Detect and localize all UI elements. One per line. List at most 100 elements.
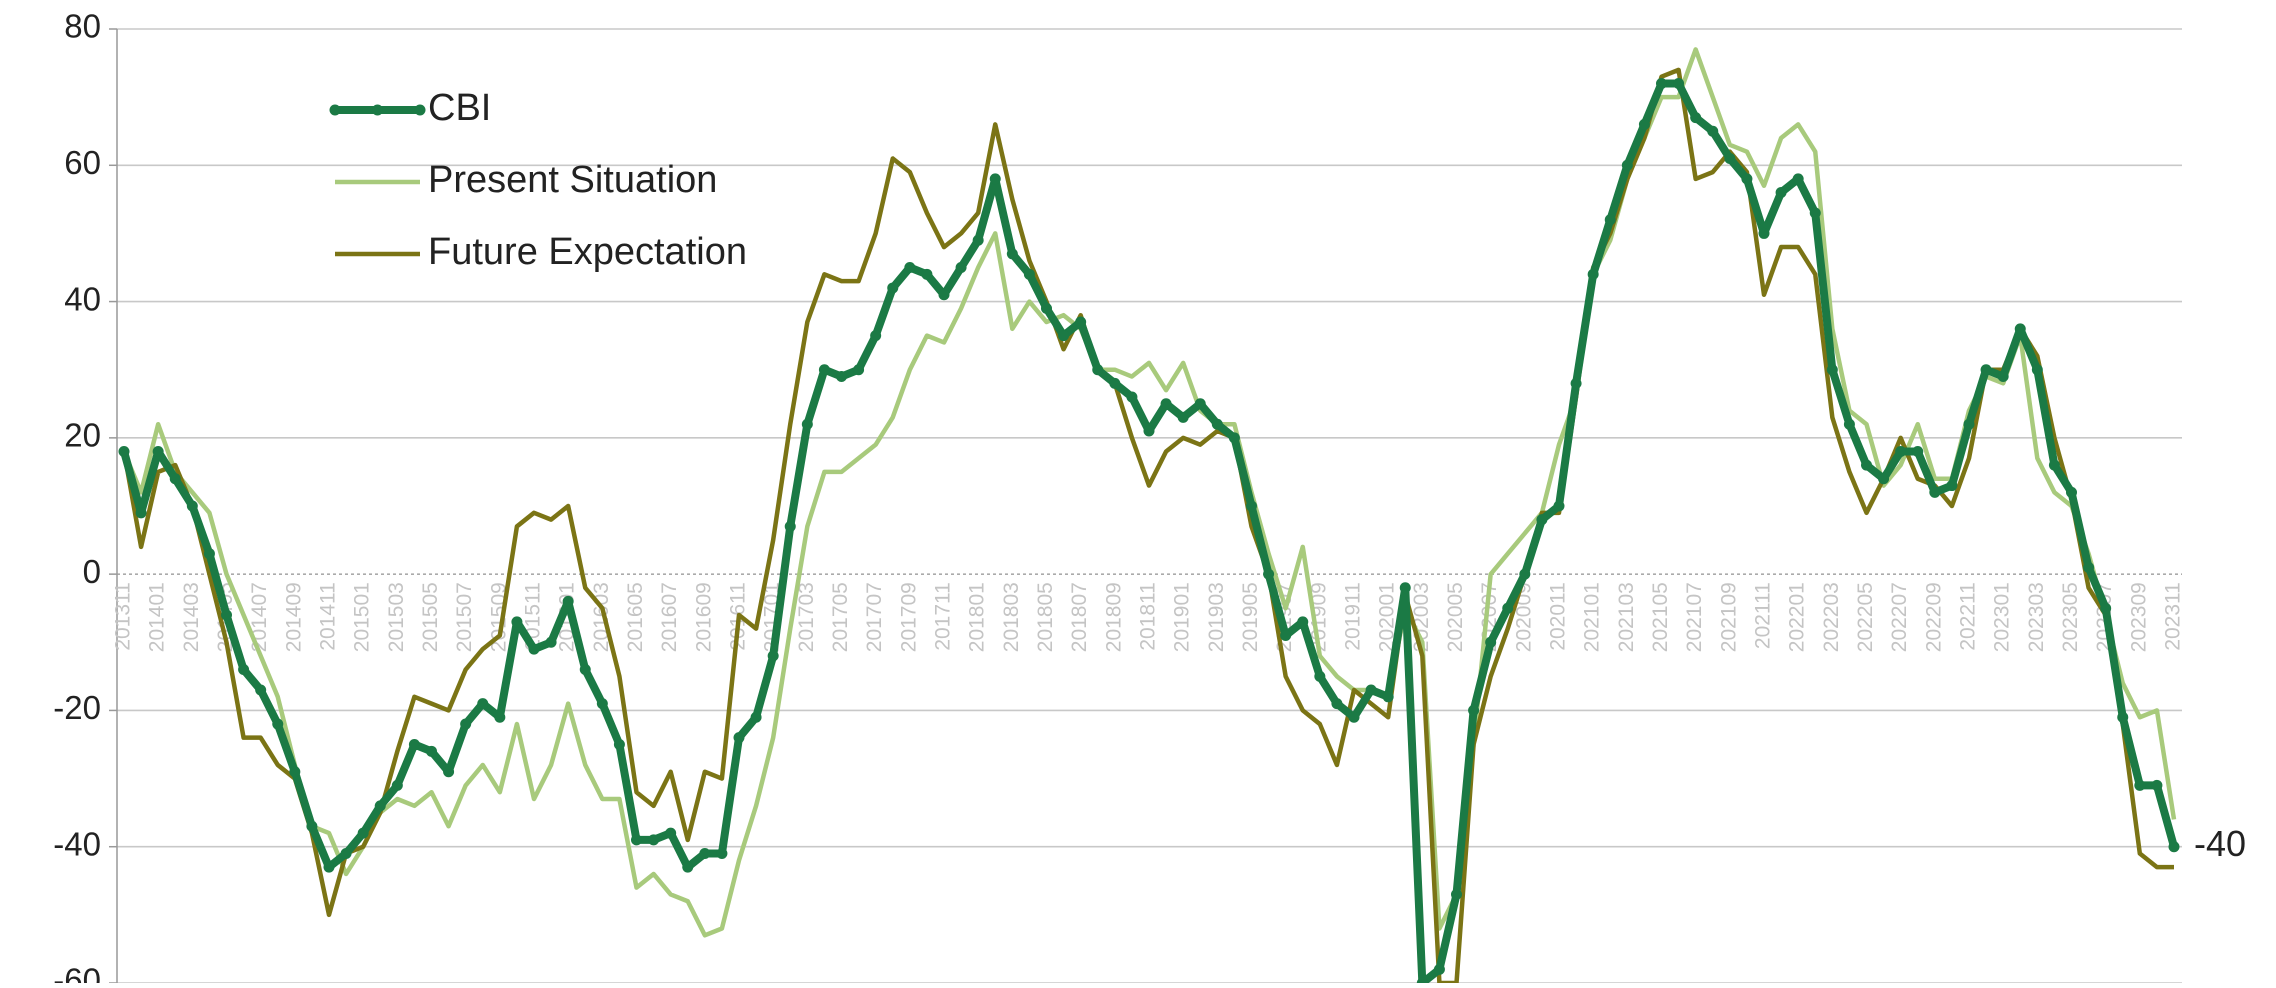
series-marker [1485,636,1497,648]
x-tick-label: 201411 [317,582,340,651]
series-marker [460,718,472,730]
series-marker [1382,691,1394,703]
series-marker [904,262,916,273]
series-marker [818,364,830,376]
y-tick-label: -20 [53,689,101,726]
series-marker [1228,432,1240,444]
x-tick-label: 201507 [453,582,476,652]
series-marker [2151,779,2163,791]
series-marker [579,664,591,676]
x-tick-label: 201605 [624,582,647,652]
x-tick-label: 201803 [1000,582,1023,652]
series-marker [2066,486,2077,498]
series-marker [562,595,574,607]
series-marker [1929,486,1941,498]
x-tick-label: 202109 [1717,582,1740,652]
series-marker [1980,364,1992,376]
series-marker [682,861,694,873]
y-tick-label: -40 [53,825,101,862]
x-tick-label: 201501 [351,582,374,652]
x-tick-label: 202305 [2059,582,2082,652]
x-tick-label: 201607 [658,582,681,652]
series-marker [1673,78,1685,90]
legend-label: Future Expectation [428,231,747,273]
series-marker [1177,411,1189,423]
x-tick-label: 201609 [692,582,715,652]
series-marker [767,650,779,662]
series-marker [1314,670,1326,682]
series-marker [2048,459,2060,471]
series-line [121,47,2177,938]
x-tick-label: 201905 [1239,582,1262,652]
series-marker [477,698,489,710]
legend-marker [329,104,341,116]
series-marker [408,739,420,750]
series-marker [1604,214,1616,226]
series-marker [1331,698,1343,710]
legend-marker [372,104,383,116]
series-marker [511,616,523,628]
y-tick-label: -60 [53,962,101,983]
x-tick-label: 201903 [1205,582,1228,652]
y-tick-label: 40 [64,280,101,317]
x-tick-label: 201709 [897,582,920,652]
x-tick-label: 202301 [1991,582,2014,652]
series-marker [1656,78,1667,90]
x-tick-label: 202107 [1683,582,1706,652]
x-tick-label: 201311 [112,582,135,651]
series-marker [1878,473,1890,485]
x-tick-label: 201711 [932,582,955,651]
x-tick-label: 202209 [1922,582,1945,652]
series-marker [1348,711,1360,723]
series-marker [203,548,215,560]
series-marker [426,745,437,757]
x-tick-label: 202201 [1786,582,1809,652]
series-marker [1963,418,1975,430]
series-marker [733,732,745,744]
series-marker [2083,561,2095,573]
series-marker [955,262,967,273]
series-marker [801,418,813,430]
series-marker [699,848,711,860]
series-marker [1724,152,1736,164]
legend-marker [414,104,426,116]
x-tick-label: 202103 [1615,582,1638,652]
series-marker [1143,425,1155,437]
series-marker [2117,711,2129,723]
series-marker [1570,377,1582,389]
x-tick-label: 201807 [1068,582,1091,652]
series-marker [1280,629,1292,641]
x-tick-label: 202211 [1957,582,1980,651]
x-tick-label: 201707 [863,582,886,652]
x-tick-label: 201505 [419,582,442,652]
series-marker [870,330,882,342]
series-marker [1638,118,1650,130]
series-marker [1058,330,1070,342]
series-marker [1365,684,1377,696]
x-tick-label: 201403 [180,582,203,652]
x-tick-label: 201401 [146,582,169,652]
series-marker [1826,364,1838,376]
series-marker [853,364,865,376]
series-marker [255,684,267,696]
y-tick-label: 80 [64,8,101,45]
series-marker [2100,602,2112,614]
series-marker [357,827,369,839]
series-marker [1621,159,1633,171]
series-line [120,79,2178,987]
series-marker [1536,514,1548,526]
series-marker [186,500,198,512]
y-tick-label: 20 [64,417,101,454]
y-tick-label: 0 [83,553,101,590]
legend-label: Present Situation [428,159,717,201]
legend-label: CBI [428,87,491,129]
series-marker [1502,602,1514,614]
series-marker [1758,227,1770,239]
series-marker [152,445,164,457]
x-tick-label: 201703 [795,582,818,652]
series-marker [494,711,506,723]
series-marker [323,861,335,873]
series-marker [289,766,301,778]
